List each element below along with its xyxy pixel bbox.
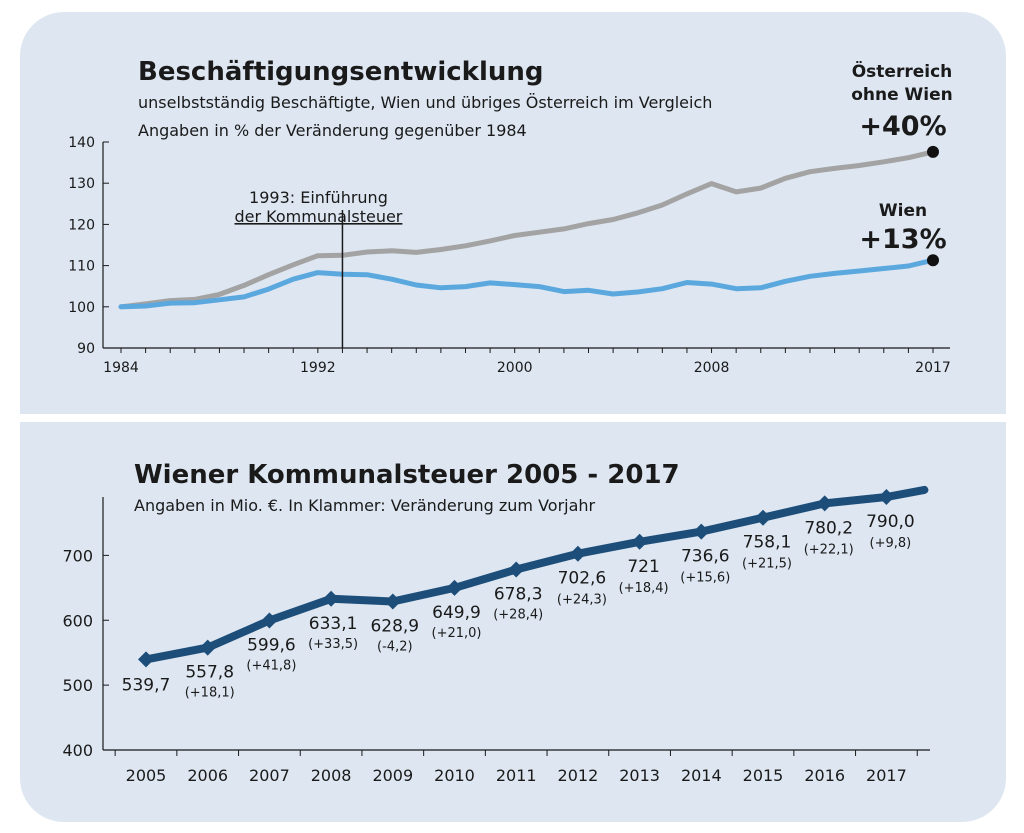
tax-axes: 700 600 500 400 2005 2006 2007 2008 2009 2010 2011… [62,497,930,785]
tax-data-labels: 539,7 557,8 (+18,1) 599,6 (+41,8) 633,1 (+33,5… [122,512,915,701]
tax-value-label: 557,8 [185,663,234,683]
employment-y-tick-label: 110 [68,259,95,275]
annotation-text-1: 1993: Einführung [249,188,388,207]
tax-data-point [446,579,463,596]
tax-change-label: (+21,0) [432,626,482,641]
series-line-wien [118,257,936,310]
tax-data-point [384,593,401,610]
tax-data-point [631,533,648,550]
tax-value-label: 790,0 [866,512,915,532]
annotation-text-2: der Kommunalsteuer [235,207,403,226]
employment-axes: 140 130 120 110 100 90 1984 1992 2000 2008 2017 [68,135,951,376]
tax-data-point [323,590,340,607]
tax-value-label: 599,6 [247,636,296,656]
tax-change-label: (+18,1) [185,686,235,701]
employment-y-tick-label: 120 [68,217,95,233]
tax-value-label: 678,3 [494,584,543,604]
tax-value-label: 539,7 [122,675,171,695]
tax-value-label: 780,2 [804,518,853,538]
tax-value-label: 702,6 [558,569,607,589]
tax-change-label: (+9,8) [870,536,912,551]
tax-change-label: (+18,4) [619,581,669,596]
employment-chart-panel [20,12,1006,414]
tax-x-tick-label: 2017 [866,766,907,785]
tax-x-tick-label: 2006 [187,766,228,785]
employment-x-tick-label: 1992 [300,360,336,376]
tax-value-label: 633,1 [309,614,358,634]
tax-y-tick-label: 600 [62,611,93,630]
tax-value-label: 628,9 [370,617,419,637]
tax-x-tick-label: 2007 [249,766,290,785]
employment-chart-title: Beschäftigungsentwicklung [138,57,544,87]
employment-x-tick-label: 2000 [497,360,533,376]
employment-chart-subtitle-2: Angaben in % der Veränderung gegenüber 1… [138,121,527,140]
tax-data-point [569,545,586,562]
tax-change-label: (+21,5) [742,557,792,572]
tax-y-tick-label: 400 [62,741,93,760]
tax-change-label: (+33,5) [308,637,358,652]
employment-y-tick-label: 140 [68,135,95,151]
series-line-oesterreich [118,149,936,310]
wien-end-value: +13% [859,224,946,255]
tax-data-point [138,651,154,668]
tax-data-point [261,612,278,629]
tax-value-label: 649,9 [432,603,481,623]
tax-change-label: (-4,2) [377,640,413,655]
employment-y-tick-label: 100 [68,300,95,316]
tax-x-tick-label: 2011 [496,766,537,785]
series-endpoint-oesterreich [927,145,939,158]
employment-y-tick-label: 130 [68,176,95,192]
tax-data-point [693,523,710,540]
tax-y-tick-label: 500 [62,676,93,695]
tax-value-label: 721 [627,557,659,577]
tax-change-label: (+24,3) [557,593,607,608]
tax-chart-panel [20,422,1006,822]
series-endpoint-wien [927,254,939,267]
oesterreich-end-value: +40% [859,111,946,142]
tax-line [138,485,929,668]
tax-change-label: (+22,1) [804,542,854,557]
tax-data-point [816,495,833,512]
tax-data-point [508,561,525,578]
employment-x-tick-label: 2017 [915,360,951,376]
tax-x-tick-label: 2009 [372,766,413,785]
tax-change-label: (+28,4) [493,607,543,622]
tax-chart-subtitle: Angaben in Mio. €. In Klammer: Veränderu… [134,496,596,515]
employment-chart-subtitle-1: unselbstständig Beschäftigte, Wien und ü… [138,93,712,112]
tax-x-tick-label: 2005 [126,766,167,785]
tax-value-label: 758,1 [743,533,792,553]
tax-chart-title: Wiener Kommunalsteuer 2005 - 2017 [134,460,680,490]
employment-y-tick-label: 90 [77,341,95,357]
tax-x-tick-label: 2012 [558,766,599,785]
tax-x-tick-label: 2010 [434,766,475,785]
oesterreich-end-label-1: Österreich [852,60,953,82]
tax-y-tick-label: 700 [62,546,93,565]
tax-x-tick-label: 2016 [804,766,845,785]
tax-data-point [878,489,895,505]
tax-change-label: (+41,8) [246,659,296,674]
employment-x-tick-label: 1984 [103,360,139,376]
tax-data-point [755,509,771,526]
employment-lines [118,145,939,310]
wien-end-label: Wien [879,201,927,221]
oesterreich-end-label-2: ohne Wien [851,85,953,105]
tax-x-tick-label: 2008 [311,766,352,785]
tax-series-line [142,485,929,664]
tax-change-label: (+15,6) [680,571,730,586]
tax-x-tick-label: 2014 [681,766,722,785]
tax-value-label: 736,6 [681,547,730,567]
tax-data-point [199,639,216,656]
tax-x-tick-label: 2015 [743,766,784,785]
employment-x-tick-label: 2008 [694,360,730,376]
tax-x-tick-label: 2013 [619,766,660,785]
